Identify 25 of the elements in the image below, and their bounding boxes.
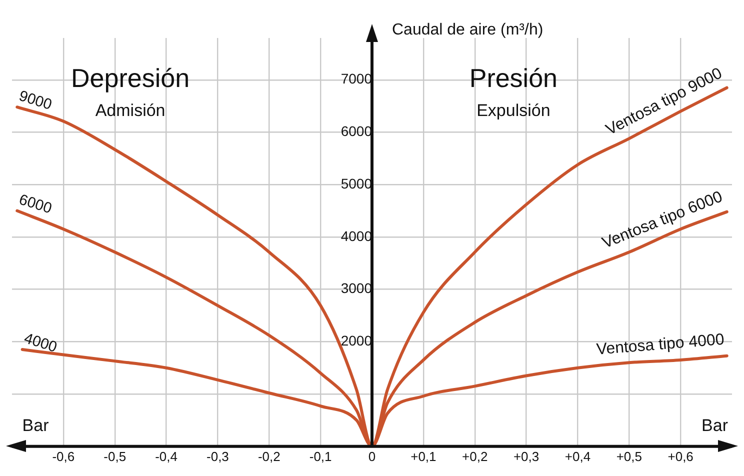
annotation: 4000 [22, 330, 59, 356]
text: Ventosa tipo 6000 [600, 188, 726, 252]
annotation: Bar [22, 416, 50, 436]
x-axis-title: Bar [702, 416, 728, 436]
annotation: Depresión [71, 63, 190, 94]
annotation: 6000 [16, 191, 54, 218]
annotation: Admisión [95, 100, 166, 120]
x-tick-label: -0,4 [155, 448, 178, 464]
annotation: Expulsión [476, 100, 550, 120]
x-tick-label: +0,3 [513, 448, 540, 464]
x-tick-label: +0,2 [462, 448, 488, 464]
annotation: 9000 [16, 87, 54, 114]
x-tick-label: +0,1 [410, 448, 436, 464]
x-tick-label: -0,6 [52, 448, 75, 464]
x-tick-label: -0,2 [258, 448, 280, 464]
annotation: Presión [469, 63, 558, 94]
x-tick-label: +0,4 [564, 448, 591, 464]
y-axis-title: Caudal de aire (m³/h) [392, 21, 544, 38]
x-tick-label: -0,1 [309, 448, 332, 464]
x-tick-label: +0,6 [668, 448, 694, 464]
x-tick-label: 0 [368, 448, 376, 464]
series-label: Ventosa tipo 4000 [596, 331, 725, 359]
x-tick-label: +0,5 [616, 448, 642, 464]
x-tick-label: -0,5 [104, 448, 126, 464]
x-tick-label: -0,3 [206, 448, 229, 464]
